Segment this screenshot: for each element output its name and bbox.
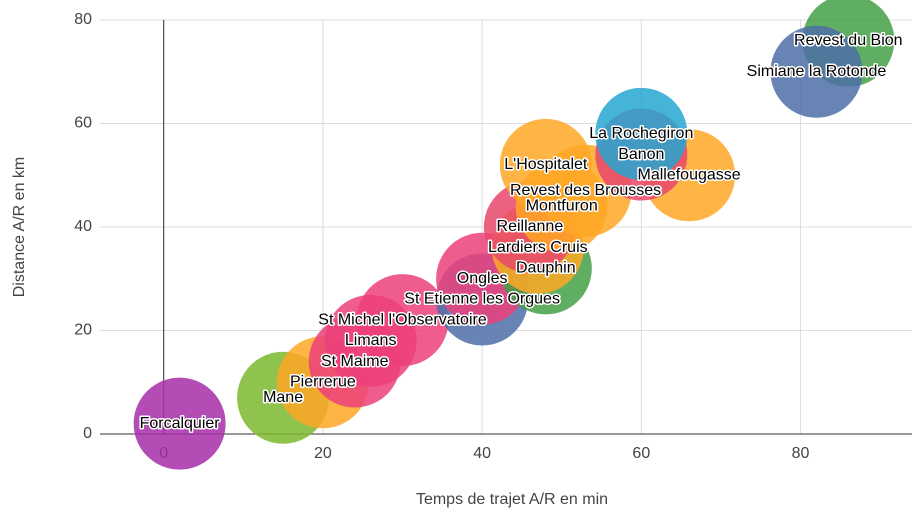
- bubble-label: Dauphin: [516, 260, 576, 277]
- x-axis-title: Temps de trajet A/R en min: [416, 491, 608, 508]
- bubble-label: Banon: [618, 146, 664, 163]
- bubble-label: Montfuron: [526, 198, 598, 215]
- y-tick-label: 60: [74, 115, 92, 132]
- y-tick-label: 40: [74, 218, 92, 235]
- x-tick-label: 40: [473, 445, 491, 462]
- bubble-label: Limans: [345, 332, 397, 349]
- y-tick-label: 80: [74, 11, 92, 28]
- bubble-label: Pierrerue: [290, 373, 356, 390]
- x-tick-label: 20: [314, 445, 332, 462]
- y-tick-label: 20: [74, 322, 92, 339]
- bubble-label: Revest des Brousses: [510, 182, 661, 199]
- bubble-label: Simiane la Rotonde: [747, 63, 887, 80]
- x-tick-label: 60: [632, 445, 650, 462]
- bubble-label: Mane: [263, 389, 303, 406]
- bubble: [133, 377, 226, 470]
- x-tick-label: 80: [792, 445, 810, 462]
- bubble: [499, 118, 592, 211]
- bubble-label: L'Hospitalet: [504, 156, 588, 173]
- bubble-label: Forcalquier: [140, 415, 221, 432]
- bubble: [356, 274, 449, 367]
- bubble-label: St Etienne les Orgues: [404, 291, 560, 308]
- bubble-label: Revest du Bion: [794, 32, 903, 49]
- bubble-label: St Michel l'Observatoire: [318, 311, 487, 328]
- bubble-label: St Maime: [321, 353, 389, 370]
- bubble-label: La Rochegiron: [589, 125, 693, 142]
- bubble-label: Lardiers Cruis: [488, 239, 588, 256]
- y-axis-title: Distance A/R en km: [11, 157, 28, 298]
- bubble-label: Mallefougasse: [638, 166, 741, 183]
- bubble-label: Ongles: [457, 270, 508, 287]
- bubble: [595, 87, 688, 180]
- y-tick-label: 0: [83, 425, 92, 442]
- bubble-label: Reillanne: [497, 218, 564, 235]
- bubble: [770, 25, 863, 118]
